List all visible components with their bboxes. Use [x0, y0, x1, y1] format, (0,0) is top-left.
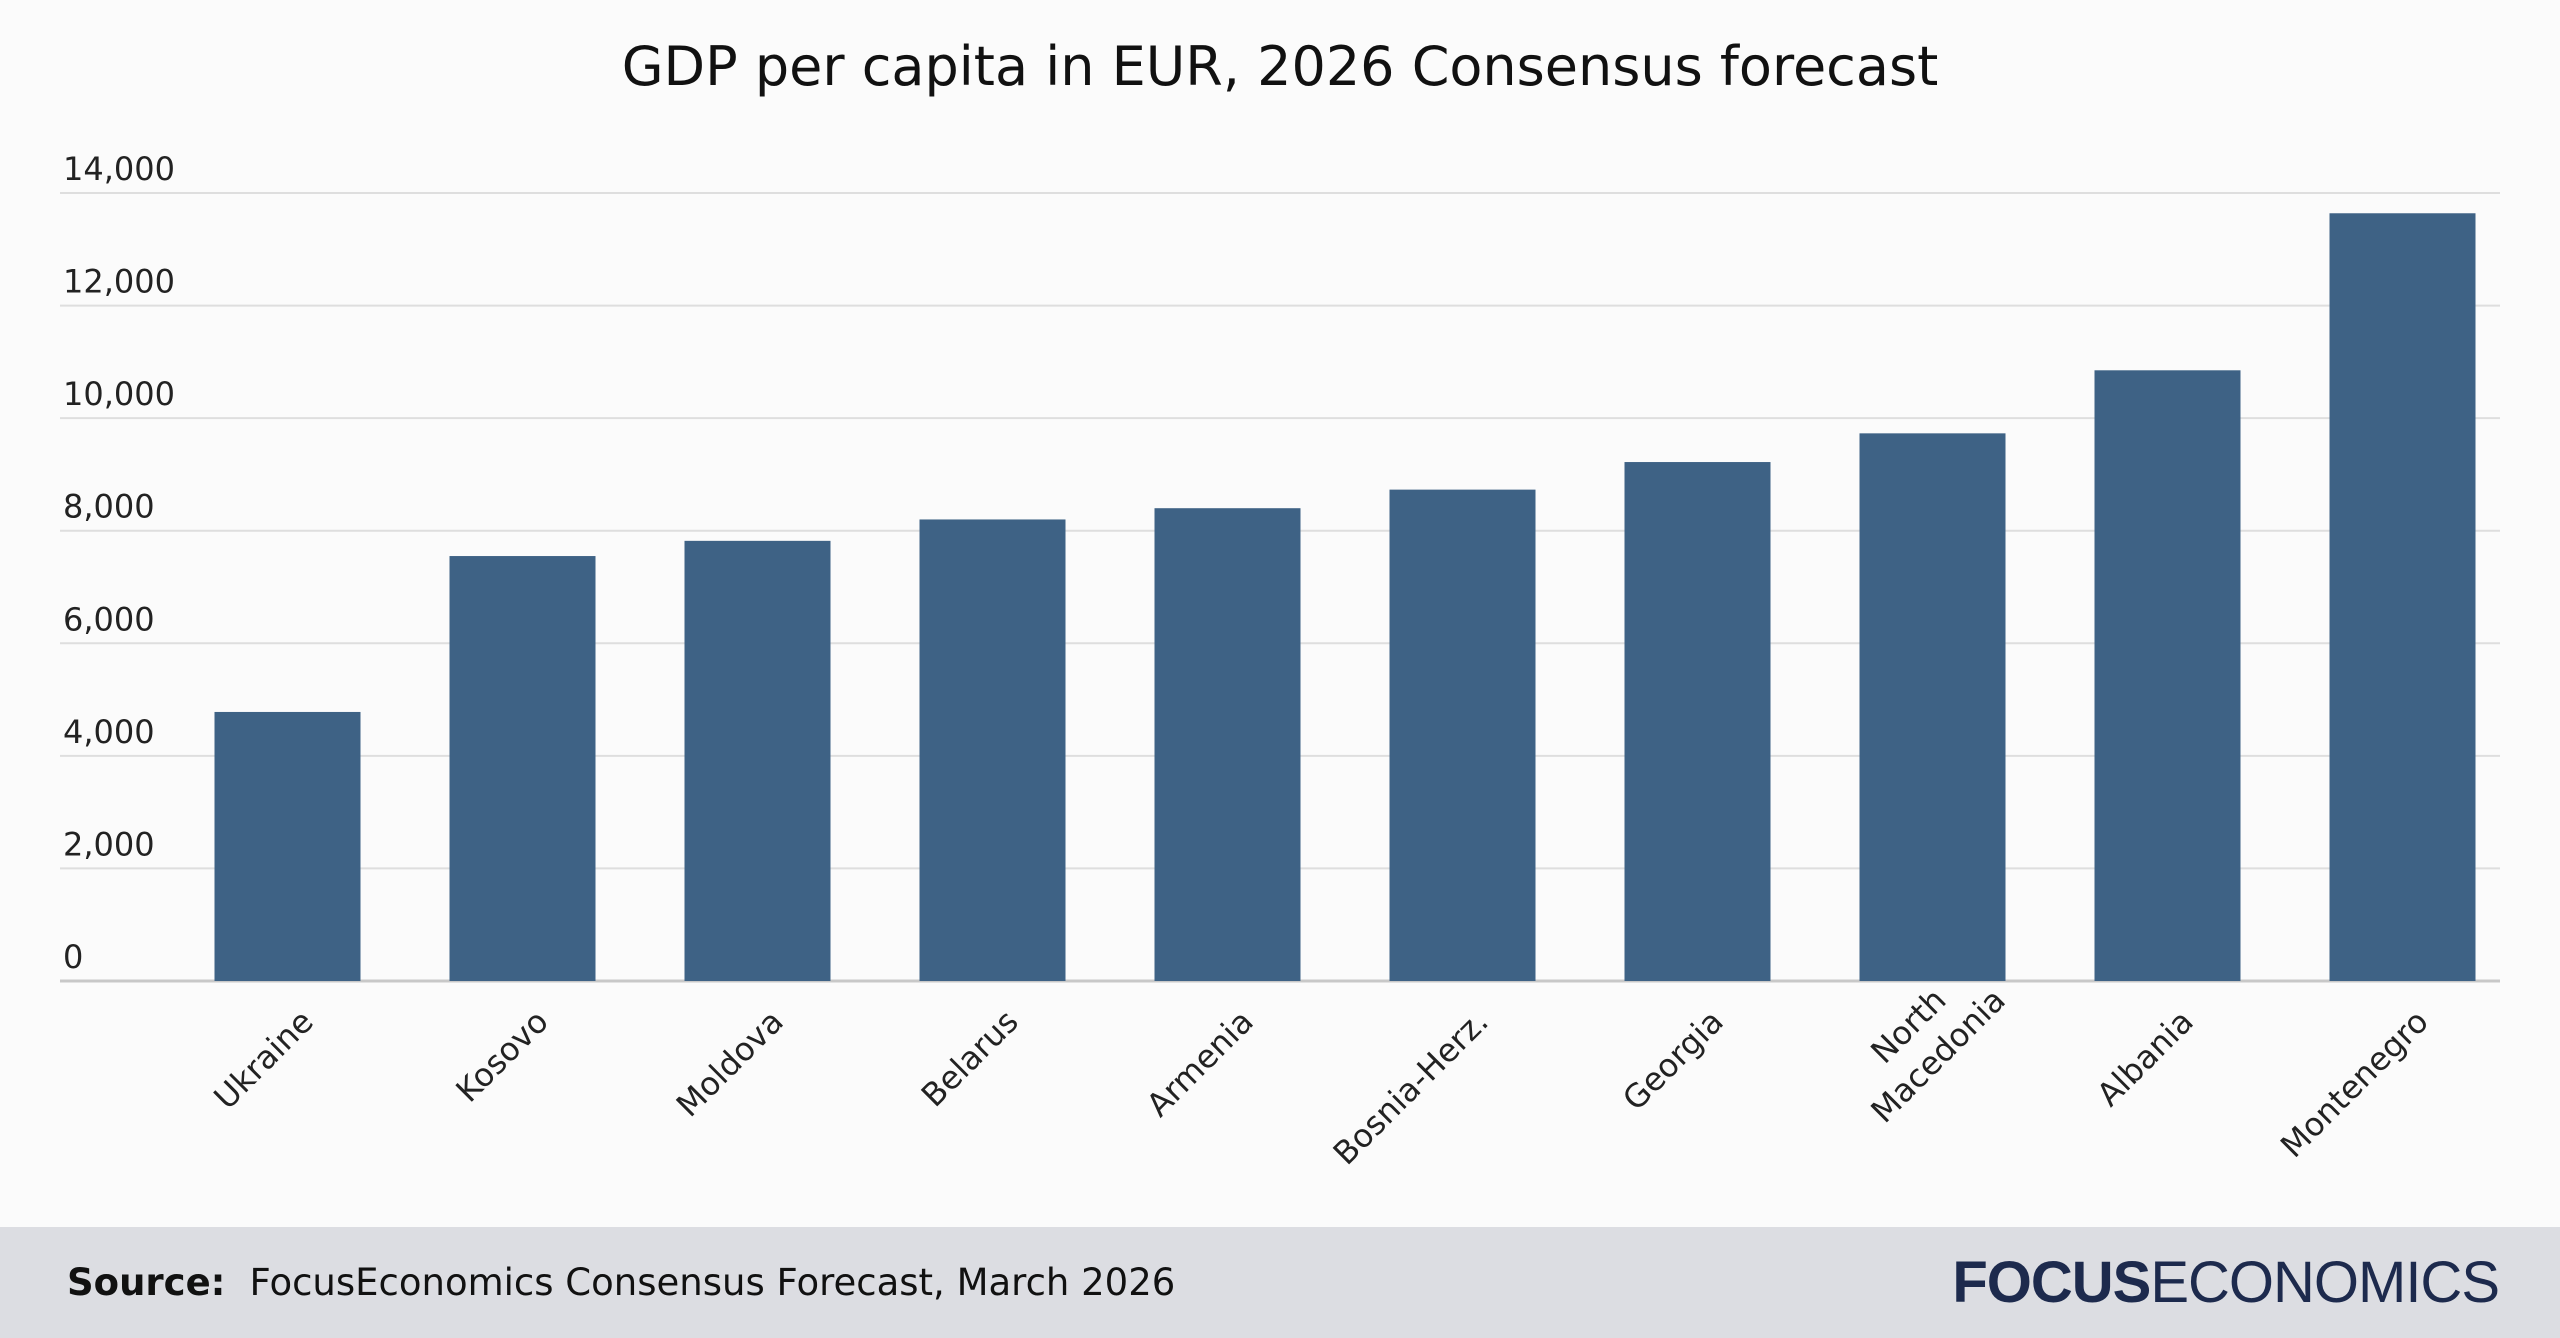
bar-georgia: [1624, 462, 1771, 981]
bar-belarus: [919, 519, 1066, 981]
y-tick-label: 8,000: [63, 488, 155, 526]
bar-kosovo: [449, 556, 596, 981]
y-axis-tick-labels: 0 2,000 4,000 6,000 8,000 10,000 12,000 14,000: [63, 150, 175, 976]
y-tick-label: 14,000: [63, 150, 175, 188]
x-tick-label-line: Georgia: [1615, 1002, 1731, 1118]
bar-ukraine: [214, 711, 361, 981]
bar-north-macedonia: [1859, 433, 2006, 982]
x-axis-tick-labels: Ukraine Kosovo Moldova Belarus Armenia Bosnia…: [206, 981, 2436, 1173]
x-tick-label: Albania: [2089, 1002, 2200, 1113]
x-tick-label-line: Bosnia-Herz.: [1326, 1002, 1496, 1172]
y-tick-label: 2,000: [63, 825, 155, 863]
bar-moldova: [684, 540, 831, 981]
chart-title: GDP per capita in EUR, 2026 Consensus fo…: [622, 35, 1939, 98]
y-tick-label: 10,000: [63, 375, 175, 413]
bar-bosnia-herz-: [1389, 489, 1536, 981]
source-label: Source:: [67, 1261, 226, 1304]
y-tick-label: 4,000: [63, 713, 155, 751]
bar-montenegro: [2329, 213, 2476, 981]
x-tick-label: Ukraine: [206, 1002, 320, 1116]
source-text: FocusEconomics Consensus Forecast, March…: [249, 1261, 1176, 1304]
x-tick-label-line: Ukraine: [206, 1002, 320, 1116]
y-tick-label: 0: [63, 938, 83, 976]
x-tick-label: Bosnia-Herz.: [1326, 1002, 1496, 1172]
x-tick-label-line: Belarus: [914, 1002, 1026, 1114]
y-tick-label: 6,000: [63, 600, 155, 638]
source-note: Source: FocusEconomics Consensus Forecas…: [67, 1227, 1175, 1338]
x-tick-label: Belarus: [914, 1002, 1026, 1114]
focuseconomics-logo: FOCUS ECONOMICS: [1952, 1227, 2500, 1338]
x-tick-label-line: Moldova: [669, 1002, 791, 1124]
x-tick-label: Georgia: [1615, 1002, 1731, 1118]
x-tick-label: Montenegro: [2273, 1002, 2436, 1165]
logo-text-focus: FOCUS: [1952, 1250, 2151, 1315]
x-tick-label: Moldova: [669, 1002, 791, 1124]
bar-chart: GDP per capita in EUR, 2026 Consensus fo…: [60, 35, 2500, 1173]
x-tick-label-line: Montenegro: [2273, 1002, 2436, 1165]
y-tick-label: 12,000: [63, 263, 175, 301]
x-tick-label: Armenia: [1139, 1002, 1261, 1124]
x-tick-label-line: Kosovo: [448, 1002, 555, 1109]
logo-text-economics: ECONOMICS: [2150, 1250, 2500, 1315]
footer-bar: Source: FocusEconomics Consensus Forecas…: [0, 1227, 2560, 1338]
x-tick-label-line: Albania: [2089, 1002, 2200, 1113]
x-tick-label-line: Armenia: [1139, 1002, 1261, 1124]
bar-armenia: [1154, 508, 1301, 981]
x-tick-label: Kosovo: [448, 1002, 555, 1109]
bar-albania: [2094, 370, 2241, 981]
bars: [214, 213, 2476, 982]
